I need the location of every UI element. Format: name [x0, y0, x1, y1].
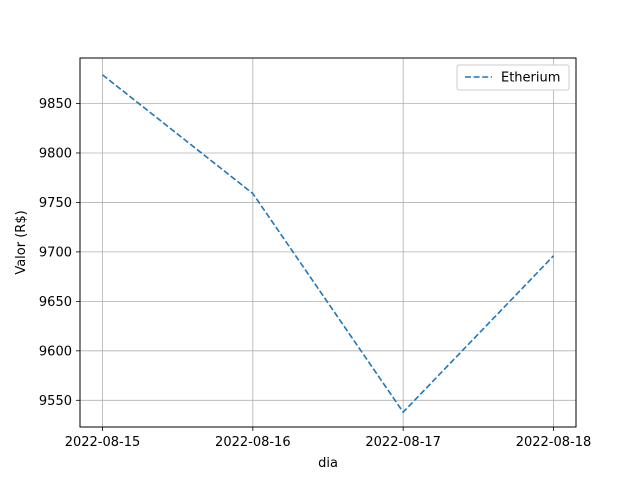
x-axis-label: dia [318, 456, 338, 471]
x-tick-label: 2022-08-16 [215, 435, 291, 450]
y-tick-label: 9800 [39, 146, 72, 161]
legend-entry-etherium: Etherium [501, 71, 560, 86]
series-layer [102, 74, 555, 414]
y-axis-label: Valor (R$) [14, 210, 29, 274]
y-tick-label: 9700 [39, 245, 72, 260]
y-tick-label: 9600 [39, 344, 72, 359]
y-tick-label: 9750 [39, 196, 72, 211]
series-line-etherium [102, 74, 555, 414]
tick-layer: 2022-08-15 2022-08-16 2022-08-17 2022-08-18… [39, 97, 591, 450]
x-tick-label: 2022-08-18 [516, 435, 592, 450]
x-tick-label: 2022-08-15 [65, 435, 141, 450]
y-tick-label: 9550 [39, 394, 72, 409]
y-tick-label: 9850 [39, 97, 72, 112]
y-tick-label: 9650 [39, 295, 72, 310]
legend: Etherium [456, 64, 570, 91]
plot-frame [79, 57, 577, 428]
grid-layer [80, 58, 576, 427]
legend-box [456, 64, 570, 91]
x-tick-label: 2022-08-17 [365, 435, 441, 450]
